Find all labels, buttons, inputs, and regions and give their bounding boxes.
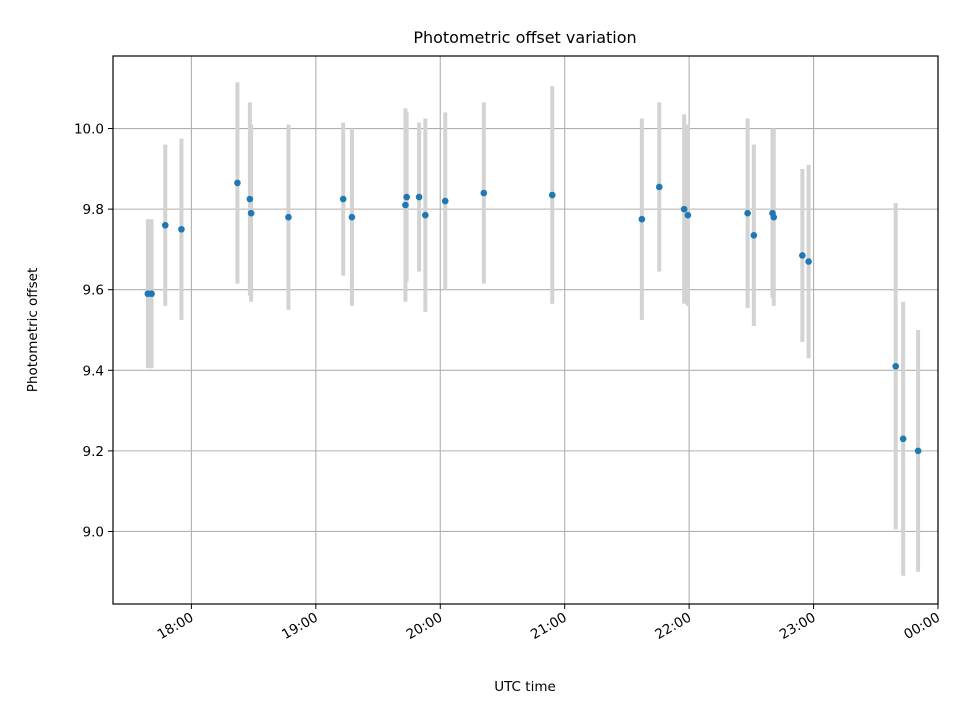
y-axis-label: Photometric offset bbox=[25, 268, 41, 392]
plot-area-frame bbox=[112, 55, 939, 605]
data-point bbox=[247, 209, 255, 217]
data-points bbox=[144, 179, 922, 455]
data-point bbox=[348, 213, 356, 221]
data-point bbox=[234, 179, 241, 187]
data-point bbox=[148, 290, 155, 298]
data-point bbox=[899, 435, 907, 443]
data-point bbox=[799, 252, 806, 259]
data-point bbox=[339, 195, 347, 203]
data-point bbox=[680, 205, 688, 213]
x-axis-label: UTC time bbox=[494, 679, 556, 695]
data-point bbox=[744, 209, 751, 217]
data-point bbox=[480, 189, 488, 197]
data-point bbox=[548, 191, 556, 199]
data-point bbox=[892, 362, 899, 370]
data-point bbox=[415, 193, 423, 201]
y-axis-ticks: 9.0 9.2 9.4 9.6 9.8 10.0 bbox=[74, 122, 113, 540]
y-tick-label: 9.4 bbox=[83, 363, 104, 379]
data-point bbox=[750, 232, 758, 239]
data-point bbox=[441, 197, 449, 205]
data-point bbox=[402, 201, 409, 209]
data-point bbox=[403, 193, 410, 201]
y-tick-label: 10.0 bbox=[74, 122, 104, 138]
y-tick-label: 9.6 bbox=[83, 283, 104, 299]
data-point bbox=[178, 225, 185, 233]
data-point bbox=[285, 213, 292, 221]
data-point bbox=[805, 258, 812, 265]
data-point bbox=[246, 195, 254, 203]
data-point bbox=[161, 221, 169, 229]
y-tick-label: 9.0 bbox=[83, 524, 104, 540]
data-point bbox=[770, 213, 778, 221]
data-point bbox=[914, 447, 922, 455]
data-point bbox=[638, 215, 646, 223]
data-point bbox=[684, 211, 692, 219]
data-point bbox=[655, 183, 663, 191]
y-tick-label: 9.8 bbox=[83, 202, 104, 218]
data-point bbox=[422, 211, 429, 219]
y-tick-label: 9.2 bbox=[83, 444, 104, 460]
chart-title: Photometric offset variation bbox=[413, 28, 636, 47]
